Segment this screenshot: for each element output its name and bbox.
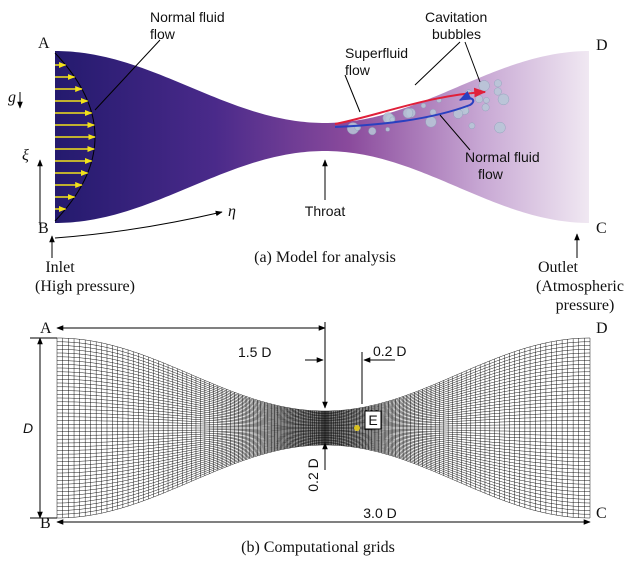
corner-label: D: [596, 37, 608, 54]
dimension-label: 0.2 D: [373, 343, 406, 359]
dimension-label: D: [23, 420, 33, 436]
caption: (b) Computational grids: [241, 539, 395, 556]
corner-label: A: [40, 320, 52, 337]
corner-label: B: [38, 220, 49, 237]
bubble: [403, 108, 413, 118]
corner-label: C: [596, 220, 607, 237]
bubble: [482, 104, 489, 111]
panel-b: E A B C D 1.5 D 0.2 D D 0.2 D 3.0 D (b) …: [23, 320, 608, 556]
bubble: [494, 122, 505, 133]
bubble: [498, 94, 509, 105]
mesh: [57, 338, 590, 518]
mesh-row: [57, 372, 590, 418]
bubble: [475, 95, 483, 103]
bubble: [368, 127, 376, 135]
bubble: [494, 88, 502, 96]
gravity-label: g: [8, 89, 16, 106]
mesh-row: [57, 444, 590, 511]
bubble: [469, 123, 475, 129]
bubble: [426, 116, 437, 127]
bubble: [386, 127, 390, 131]
mesh-row: [57, 346, 590, 413]
nozzle: [55, 51, 589, 223]
caption: (a) Model for analysis: [254, 249, 396, 266]
mesh-row: [57, 444, 590, 514]
dimension-label: 3.0 D: [363, 505, 396, 521]
xi-label: ξ: [22, 147, 29, 164]
mesh-row: [57, 342, 590, 412]
corner-label: A: [38, 35, 50, 52]
eta-label: η: [228, 203, 236, 220]
bubble: [479, 80, 490, 91]
bubble: [494, 80, 501, 87]
bubble: [421, 103, 426, 108]
figure: A B C D g ξ η Normal fluidflow Superflui…: [0, 0, 634, 562]
corner-label: B: [40, 515, 51, 532]
corner-label: D: [596, 320, 608, 337]
inlet-label: Inlet(High pressure): [35, 259, 135, 295]
dimension-label: 0.2 D: [305, 458, 321, 491]
point-label: E: [368, 412, 377, 428]
point-e: [354, 425, 360, 431]
corner-label: C: [596, 505, 607, 522]
dimension-label: 1.5 D: [238, 344, 271, 360]
throat-label: Throat: [305, 203, 346, 219]
mesh-row: [57, 439, 590, 485]
bubble: [484, 97, 490, 103]
